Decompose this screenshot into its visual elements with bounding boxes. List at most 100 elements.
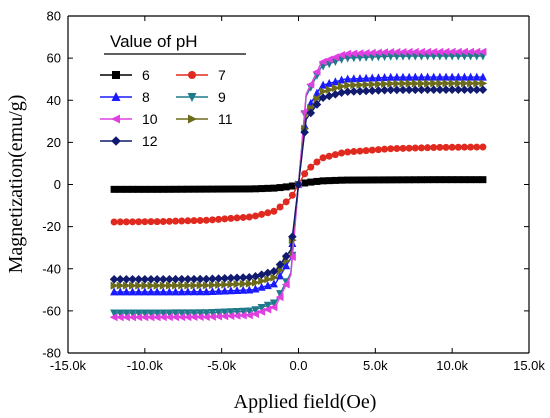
axes-layer: -15.0k -10.0k -5.0k 0.0 5.0k 10.0k 15.0k -80 -60… — [42, 9, 545, 374]
data-point — [399, 144, 407, 152]
y-tick-label: 60 — [47, 51, 61, 66]
data-point — [442, 79, 451, 88]
data-point — [189, 274, 199, 284]
data-point — [368, 73, 377, 82]
data-point — [442, 143, 450, 151]
data-point — [178, 281, 187, 290]
data-point — [287, 252, 296, 261]
data-point — [153, 309, 162, 318]
data-point — [171, 313, 180, 322]
data-point — [220, 308, 229, 317]
data-point — [362, 80, 371, 89]
data-point — [356, 176, 364, 184]
data-point — [454, 79, 463, 88]
data-point — [251, 185, 259, 193]
data-point — [110, 185, 118, 193]
data-point — [473, 79, 482, 88]
data-point — [152, 313, 161, 322]
data-point — [264, 184, 272, 192]
data-point — [466, 85, 475, 95]
data-point — [331, 90, 340, 99]
data-point — [269, 299, 278, 308]
data-point — [129, 185, 137, 193]
legend-label: 7 — [218, 67, 226, 83]
data-point — [158, 274, 168, 284]
legend-marker — [188, 114, 197, 124]
data-point — [387, 176, 395, 184]
data-point — [153, 287, 162, 296]
data-point — [404, 47, 413, 56]
data-point — [306, 108, 316, 118]
data-point — [392, 85, 402, 95]
legend-label: 10 — [142, 111, 158, 127]
y-axis-title: Magnetization(emu/g) — [5, 95, 27, 274]
data-point — [386, 72, 395, 81]
data-point — [215, 215, 223, 223]
data-point — [392, 47, 401, 56]
data-point — [171, 274, 180, 284]
data-point — [239, 285, 248, 294]
data-point — [109, 274, 119, 284]
data-point — [220, 312, 229, 321]
y-tick-label: 0 — [54, 177, 61, 192]
data-point — [159, 309, 168, 318]
data-point — [362, 176, 370, 184]
legend: Value of pH 6 7 8 9 10 11 12 — [100, 32, 246, 149]
data-point — [349, 49, 358, 58]
data-point — [478, 72, 487, 81]
x-tick-label: 0.0 — [289, 358, 307, 373]
data-point — [165, 217, 173, 225]
data-point — [159, 217, 167, 225]
data-point — [264, 275, 273, 284]
data-point — [257, 304, 266, 313]
data-point — [454, 176, 462, 184]
data-point — [362, 73, 371, 82]
data-point — [436, 79, 445, 88]
legend-marker — [111, 136, 121, 146]
data-point — [355, 49, 364, 58]
data-point — [190, 309, 199, 318]
data-point — [226, 308, 235, 317]
data-point — [239, 279, 248, 288]
data-point — [435, 47, 444, 56]
data-point — [325, 85, 334, 94]
y-tick-label: -20 — [42, 219, 61, 234]
data-point — [417, 85, 426, 95]
data-point — [208, 281, 217, 290]
data-point — [337, 75, 346, 84]
data-point — [338, 149, 346, 157]
data-point — [263, 305, 272, 314]
data-point — [380, 85, 389, 95]
data-point — [184, 217, 192, 225]
data-point — [232, 273, 242, 283]
data-point — [128, 313, 137, 322]
data-point — [460, 85, 469, 95]
data-point — [263, 301, 272, 310]
legend-item-7: 7 — [176, 67, 226, 83]
data-point — [350, 81, 359, 90]
data-point — [153, 185, 161, 193]
legend-label: 12 — [142, 133, 158, 149]
data-point — [269, 279, 278, 288]
data-point — [251, 272, 260, 281]
data-point — [245, 285, 254, 294]
data-point — [417, 176, 425, 184]
data-point — [159, 281, 168, 290]
data-point — [184, 185, 192, 193]
data-point — [190, 185, 198, 193]
data-point — [276, 203, 284, 211]
data-point — [226, 286, 235, 295]
data-point — [121, 313, 130, 322]
data-point — [417, 72, 426, 81]
data-point — [239, 185, 247, 193]
data-point — [374, 146, 382, 154]
data-point — [466, 72, 475, 81]
legend-item-10: 10 — [100, 111, 158, 127]
data-point — [467, 176, 475, 184]
data-point — [257, 282, 266, 291]
data-point — [196, 287, 205, 296]
data-point — [404, 85, 414, 95]
data-point — [454, 143, 462, 151]
data-point — [258, 185, 266, 193]
